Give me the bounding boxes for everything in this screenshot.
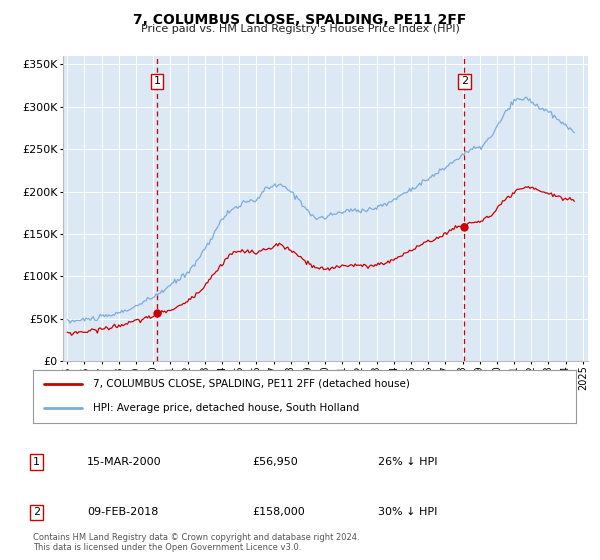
Text: 15-MAR-2000: 15-MAR-2000 <box>87 457 161 467</box>
Text: 7, COLUMBUS CLOSE, SPALDING, PE11 2FF (detached house): 7, COLUMBUS CLOSE, SPALDING, PE11 2FF (d… <box>93 379 410 389</box>
Text: 30% ↓ HPI: 30% ↓ HPI <box>378 507 437 517</box>
Text: 7, COLUMBUS CLOSE, SPALDING, PE11 2FF: 7, COLUMBUS CLOSE, SPALDING, PE11 2FF <box>133 13 467 27</box>
Text: £158,000: £158,000 <box>252 507 305 517</box>
Text: 2: 2 <box>461 76 468 86</box>
Text: 26% ↓ HPI: 26% ↓ HPI <box>378 457 437 467</box>
Text: HPI: Average price, detached house, South Holland: HPI: Average price, detached house, Sout… <box>93 403 359 413</box>
Text: 1: 1 <box>154 76 160 86</box>
Text: Contains HM Land Registry data © Crown copyright and database right 2024.: Contains HM Land Registry data © Crown c… <box>33 533 359 542</box>
Text: Price paid vs. HM Land Registry's House Price Index (HPI): Price paid vs. HM Land Registry's House … <box>140 24 460 34</box>
Text: 1: 1 <box>33 457 40 467</box>
Text: This data is licensed under the Open Government Licence v3.0.: This data is licensed under the Open Gov… <box>33 543 301 552</box>
Text: 2: 2 <box>33 507 40 517</box>
Text: 09-FEB-2018: 09-FEB-2018 <box>87 507 158 517</box>
Text: £56,950: £56,950 <box>252 457 298 467</box>
